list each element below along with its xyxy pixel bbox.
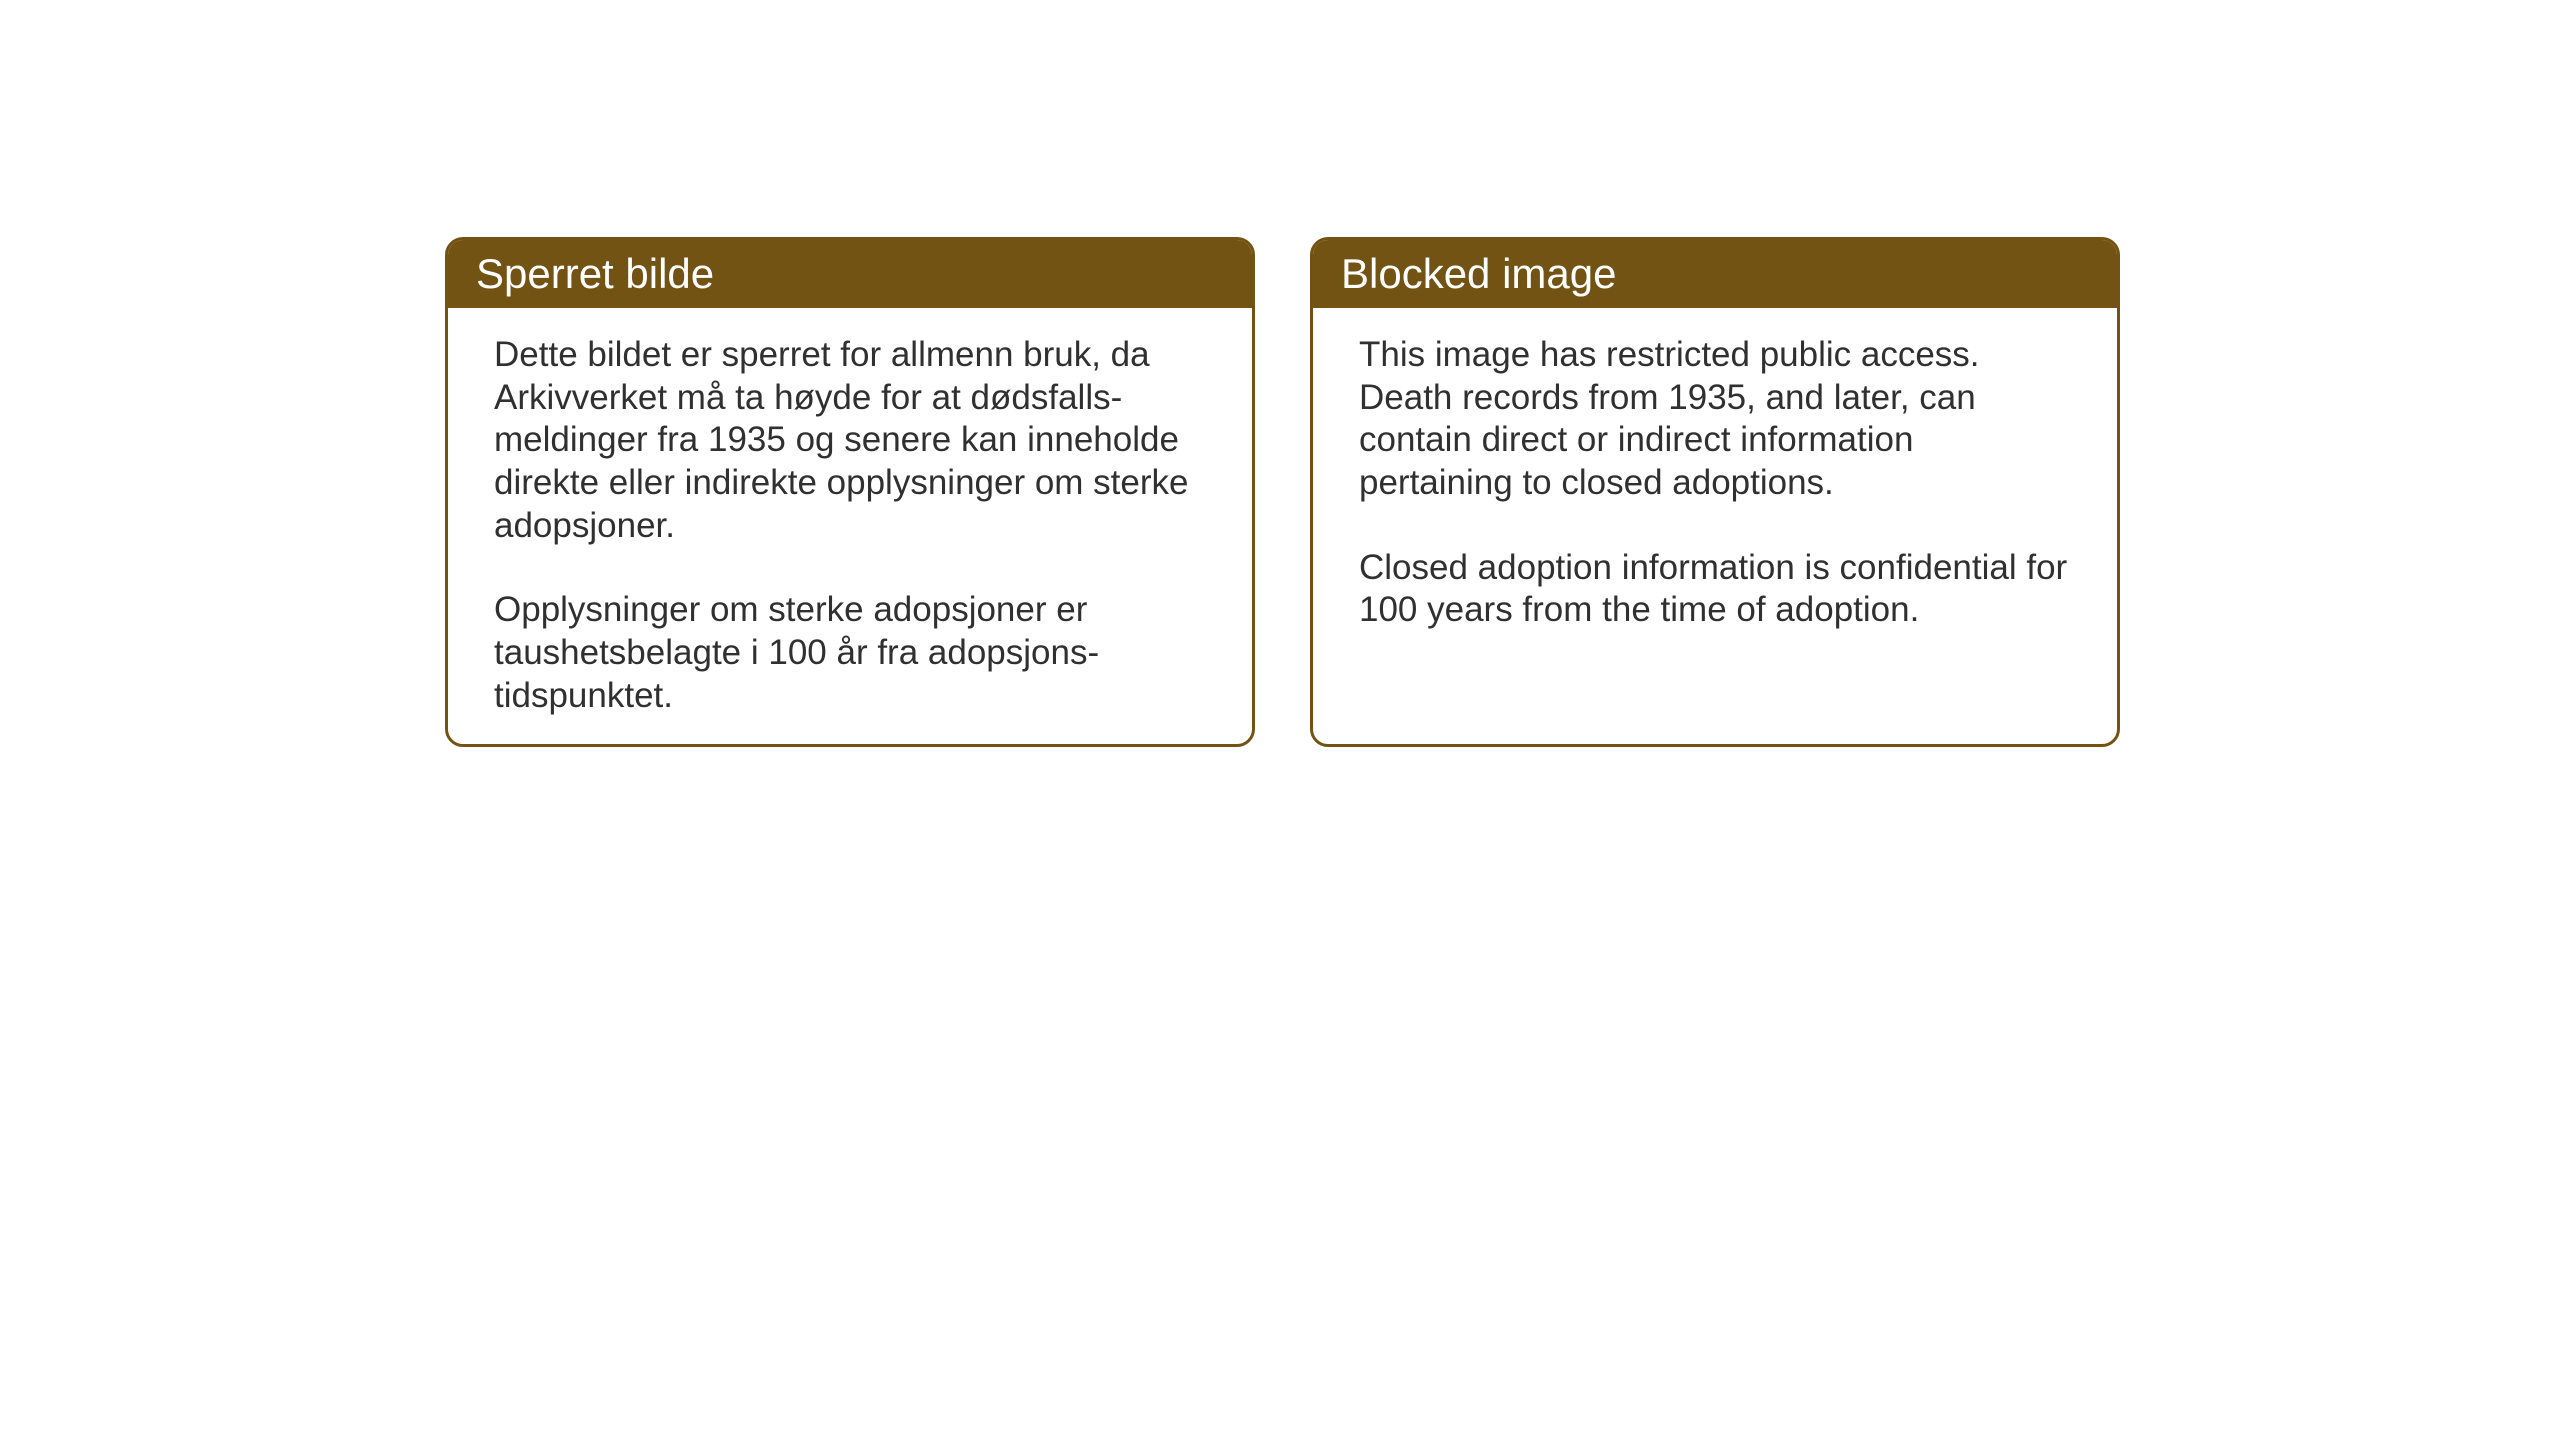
card-header-english: Blocked image (1313, 240, 2117, 308)
card-body-english: This image has restricted public access.… (1313, 308, 2117, 658)
card-paragraph-1-english: This image has restricted public access.… (1359, 334, 2071, 505)
card-title-english: Blocked image (1341, 250, 1616, 297)
card-paragraph-2-english: Closed adoption information is confident… (1359, 547, 2071, 632)
notice-card-english: Blocked image This image has restricted … (1310, 237, 2120, 747)
card-title-norwegian: Sperret bilde (476, 250, 714, 297)
card-paragraph-2-norwegian: Opplysninger om sterke adopsjoner er tau… (494, 589, 1206, 717)
card-paragraph-1-norwegian: Dette bildet er sperret for allmenn bruk… (494, 334, 1206, 547)
notice-card-norwegian: Sperret bilde Dette bildet er sperret fo… (445, 237, 1255, 747)
notice-container: Sperret bilde Dette bildet er sperret fo… (445, 237, 2120, 747)
card-header-norwegian: Sperret bilde (448, 240, 1252, 308)
card-body-norwegian: Dette bildet er sperret for allmenn bruk… (448, 308, 1252, 744)
